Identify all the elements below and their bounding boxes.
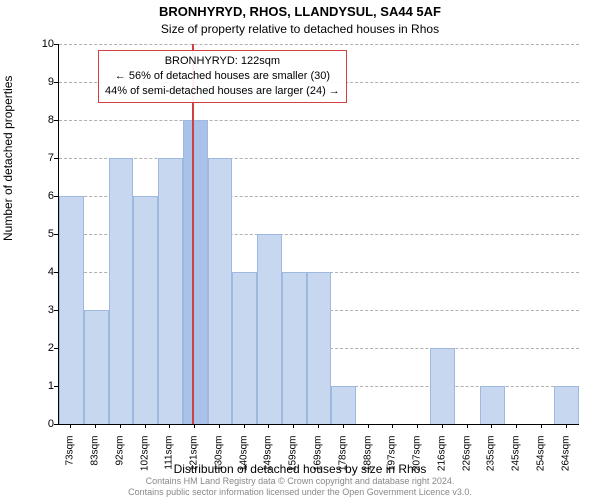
x-tick-mark	[417, 424, 418, 428]
histogram-bar	[257, 234, 282, 424]
chart-title-sub: Size of property relative to detached ho…	[0, 22, 600, 36]
x-tick-label: 121sqm	[189, 436, 200, 486]
histogram-bar	[331, 386, 356, 424]
x-tick-label: 235sqm	[486, 436, 497, 486]
x-tick-mark	[219, 424, 220, 428]
x-tick-label: 92sqm	[114, 436, 125, 486]
x-tick-mark	[120, 424, 121, 428]
y-tick-mark	[54, 310, 58, 311]
histogram-bar	[208, 158, 233, 424]
x-tick-label: 216sqm	[436, 436, 447, 486]
x-tick-mark	[368, 424, 369, 428]
histogram-bar	[480, 386, 505, 424]
histogram-bar	[59, 196, 84, 424]
y-tick-label: 5	[24, 228, 54, 240]
x-tick-label: 169sqm	[313, 436, 324, 486]
grid-line	[59, 158, 579, 159]
histogram-bar	[158, 158, 183, 424]
y-tick-label: 2	[24, 342, 54, 354]
y-axis-label: Number of detached properties	[1, 76, 15, 241]
x-tick-label: 178sqm	[337, 436, 348, 486]
grid-line	[59, 44, 579, 45]
x-tick-mark	[268, 424, 269, 428]
histogram-bar	[133, 196, 158, 424]
histogram-bar	[84, 310, 109, 424]
x-tick-mark	[516, 424, 517, 428]
x-tick-mark	[194, 424, 195, 428]
x-tick-mark	[318, 424, 319, 428]
y-tick-mark	[54, 82, 58, 83]
x-tick-label: 197sqm	[387, 436, 398, 486]
x-tick-label: 83sqm	[90, 436, 101, 486]
y-tick-mark	[54, 234, 58, 235]
histogram-bar	[282, 272, 307, 424]
y-tick-label: 4	[24, 266, 54, 278]
histogram-bar	[554, 386, 579, 424]
x-tick-label: 130sqm	[213, 436, 224, 486]
x-tick-label: 188sqm	[362, 436, 373, 486]
x-tick-mark	[566, 424, 567, 428]
x-tick-label: 159sqm	[288, 436, 299, 486]
y-tick-mark	[54, 44, 58, 45]
grid-line	[59, 120, 579, 121]
x-tick-mark	[244, 424, 245, 428]
y-tick-label: 0	[24, 418, 54, 430]
annotation-line2: ← 56% of detached houses are smaller (30…	[115, 70, 330, 82]
annotation-line3: 44% of semi-detached houses are larger (…	[105, 85, 340, 97]
x-tick-label: 111sqm	[164, 436, 175, 486]
y-tick-mark	[54, 272, 58, 273]
y-tick-label: 8	[24, 114, 54, 126]
annotation-box: BRONHYRYD: 122sqm ← 56% of detached house…	[98, 50, 347, 103]
y-tick-label: 10	[24, 38, 54, 50]
y-tick-mark	[54, 424, 58, 425]
x-tick-label: 245sqm	[511, 436, 522, 486]
y-tick-mark	[54, 348, 58, 349]
x-tick-label: 254sqm	[535, 436, 546, 486]
x-tick-mark	[442, 424, 443, 428]
x-tick-mark	[70, 424, 71, 428]
chart-title-main: BRONHYRYD, RHOS, LLANDYSUL, SA44 5AF	[0, 4, 600, 19]
histogram-bar	[183, 120, 208, 424]
histogram-bar	[307, 272, 332, 424]
annotation-line1: BRONHYRYD: 122sqm	[165, 55, 280, 67]
x-tick-label: 73sqm	[65, 436, 76, 486]
y-tick-mark	[54, 386, 58, 387]
x-tick-mark	[293, 424, 294, 428]
x-tick-mark	[392, 424, 393, 428]
y-tick-mark	[54, 196, 58, 197]
y-tick-mark	[54, 120, 58, 121]
footer-line2: Contains public sector information licen…	[128, 487, 472, 497]
x-tick-label: 149sqm	[263, 436, 274, 486]
x-tick-mark	[95, 424, 96, 428]
x-tick-label: 140sqm	[238, 436, 249, 486]
x-tick-mark	[169, 424, 170, 428]
x-tick-mark	[145, 424, 146, 428]
histogram-bar	[430, 348, 455, 424]
y-tick-label: 6	[24, 190, 54, 202]
y-tick-mark	[54, 158, 58, 159]
x-tick-mark	[491, 424, 492, 428]
x-tick-label: 226sqm	[461, 436, 472, 486]
y-tick-label: 9	[24, 76, 54, 88]
histogram-bar	[109, 158, 134, 424]
x-tick-label: 207sqm	[412, 436, 423, 486]
x-tick-mark	[343, 424, 344, 428]
x-tick-mark	[467, 424, 468, 428]
x-tick-label: 264sqm	[560, 436, 571, 486]
histogram-bar	[232, 272, 257, 424]
x-tick-label: 102sqm	[139, 436, 150, 486]
x-tick-mark	[541, 424, 542, 428]
y-tick-label: 7	[24, 152, 54, 164]
y-tick-label: 1	[24, 380, 54, 392]
chart-container: BRONHYRYD, RHOS, LLANDYSUL, SA44 5AF Siz…	[0, 0, 600, 500]
y-tick-label: 3	[24, 304, 54, 316]
